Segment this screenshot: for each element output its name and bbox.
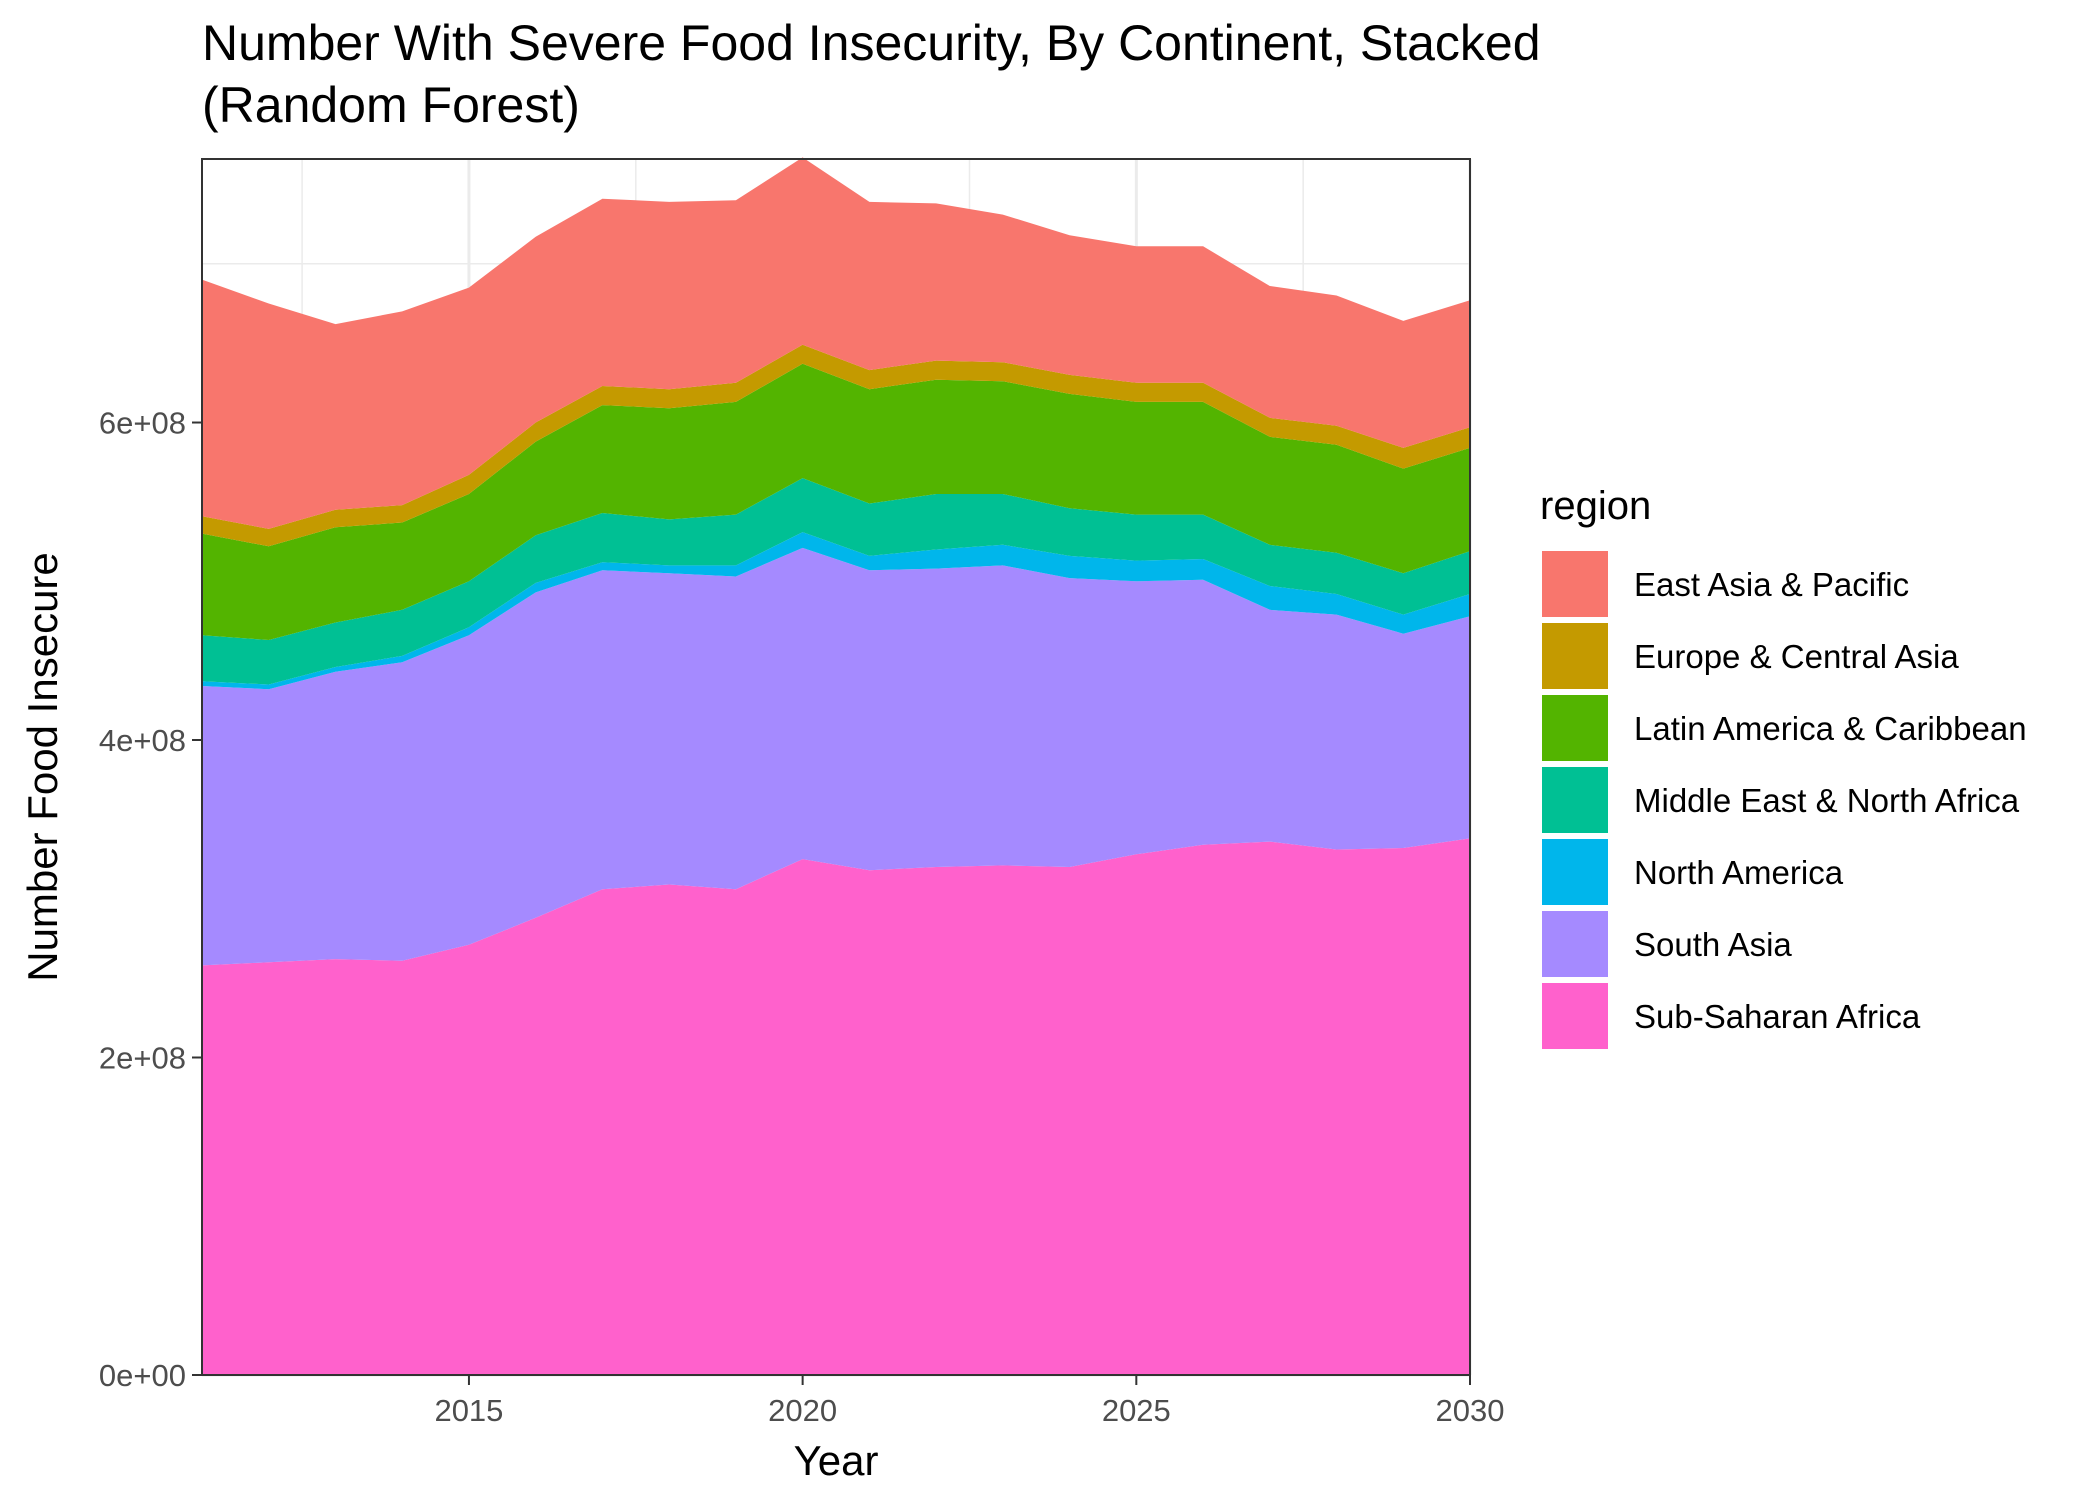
y-tick-label: 6e+08 <box>99 406 186 441</box>
area-north-america <box>202 532 1470 690</box>
legend-swatch <box>1542 695 1608 761</box>
area-sub-saharan-africa <box>202 838 1470 1375</box>
area-series <box>202 157 1470 1375</box>
legend-label: Europe & Central Asia <box>1634 638 1959 675</box>
area-south-asia <box>202 547 1470 966</box>
area-middle-east-north-africa <box>202 478 1470 685</box>
legend-swatch <box>1542 839 1608 905</box>
y-axis-title: Number Food Insecure <box>19 552 66 982</box>
legend-label: East Asia & Pacific <box>1634 566 1909 603</box>
legend: region East Asia & Pacific Europe & Centr… <box>1540 484 2027 1049</box>
y-tick-label: 0e+00 <box>99 1358 186 1393</box>
legend-label: South Asia <box>1634 926 1792 963</box>
area-europe-central-asia <box>202 344 1470 547</box>
legend-swatch <box>1542 623 1608 689</box>
area-latin-america-caribbean <box>202 363 1470 640</box>
legend-title: region <box>1540 484 1651 528</box>
x-tick-label: 2025 <box>1102 1393 1171 1428</box>
x-tick-label: 2015 <box>434 1393 503 1428</box>
chart-title: Number With Severe Food Insecurity, By C… <box>202 15 1541 71</box>
legend-swatch <box>1542 551 1608 617</box>
x-tick-label: 2030 <box>1436 1393 1505 1428</box>
legend-label: North America <box>1634 854 1844 891</box>
legend-label: Sub-Saharan Africa <box>1634 998 1921 1035</box>
plot-border <box>201 158 1471 1376</box>
legend-swatch <box>1542 767 1608 833</box>
x-axis-title: Year <box>794 1437 879 1484</box>
legend-swatch <box>1542 911 1608 977</box>
legend-swatch <box>1542 983 1608 1049</box>
axis-ticks: 2015 2020 2025 2030 0e+00 2e+08 4e+08 6e+08 <box>99 406 1505 1428</box>
chart-subtitle: (Random Forest) <box>202 77 580 133</box>
legend-label: Latin America & Caribbean <box>1634 710 2027 747</box>
y-tick-label: 4e+08 <box>99 723 186 758</box>
x-tick-label: 2020 <box>768 1393 837 1428</box>
legend-label: Middle East & North Africa <box>1634 782 2020 819</box>
area-east-asia-pacific <box>202 157 1470 529</box>
y-tick-label: 2e+08 <box>99 1041 186 1076</box>
